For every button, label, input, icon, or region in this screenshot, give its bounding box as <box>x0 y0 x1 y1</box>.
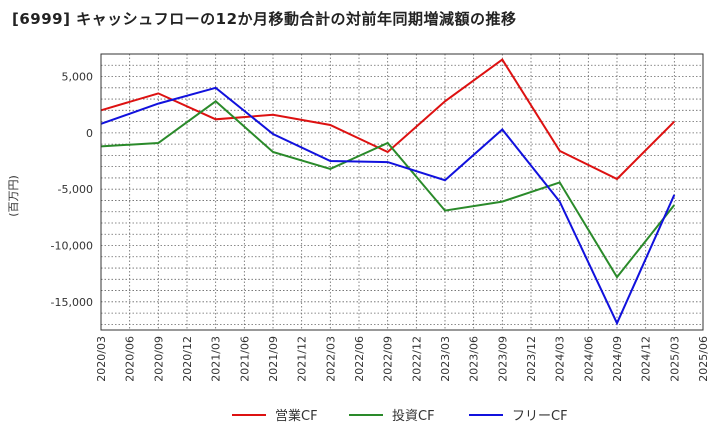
x-tick-label: 2022/09 <box>382 336 395 382</box>
x-tick-label: 2025/03 <box>668 336 681 382</box>
x-ticks: 2020/03 2020/06 2020/09 2020/12 2021/03 2021/… <box>95 336 710 382</box>
legend: 営業CF 投資CF フリーCF <box>232 408 568 424</box>
x-tick-label: 2023/09 <box>496 336 509 382</box>
x-tick-label: 2020/06 <box>124 336 137 382</box>
legend-label: 営業CF <box>275 408 318 424</box>
y-tick-label: -15,000 <box>51 296 93 309</box>
x-tick-label: 2023/12 <box>525 336 538 382</box>
x-tick-label: 2024/03 <box>554 336 567 382</box>
chart-title: [6999] キャッシュフローの12か月移動合計の対前年同期増減額の推移 <box>12 10 517 28</box>
y-axis-label: (百万円) <box>7 175 20 217</box>
x-tick-label: 2023/03 <box>439 336 452 382</box>
x-tick-label: 2023/06 <box>468 336 481 382</box>
x-tick-label: 2024/09 <box>611 336 624 382</box>
x-tick-label: 2021/06 <box>238 336 251 382</box>
legend-label: フリーCF <box>512 409 568 424</box>
x-tick-label: 2025/06 <box>697 336 710 382</box>
x-tick-label: 2024/06 <box>582 336 595 382</box>
x-tick-label: 2024/12 <box>640 336 653 382</box>
x-tick-label: 2021/12 <box>296 336 309 382</box>
legend-label: 投資CF <box>392 408 435 424</box>
series-lines <box>100 58 676 326</box>
x-tick-label: 2021/03 <box>210 336 223 382</box>
series-line <box>100 58 676 181</box>
y-tick-label: -5,000 <box>58 183 93 196</box>
x-tick-label: 2020/12 <box>181 336 194 382</box>
y-tick-label: 0 <box>86 127 93 140</box>
y-ticks: 5,000 0 -5,000 -10,000 -15,000 <box>51 71 93 309</box>
x-tick-label: 2020/03 <box>95 336 108 382</box>
x-tick-label: 2022/06 <box>353 336 366 382</box>
y-tick-label: 5,000 <box>62 71 94 84</box>
series-line <box>100 100 676 279</box>
x-tick-label: 2022/12 <box>410 336 423 382</box>
x-tick-label: 2022/03 <box>324 336 337 382</box>
y-tick-label: -10,000 <box>51 240 93 253</box>
series-line <box>100 86 676 326</box>
plot-frame <box>100 53 704 331</box>
x-tick-label: 2020/09 <box>152 336 165 382</box>
x-tick-label: 2021/09 <box>267 336 280 382</box>
